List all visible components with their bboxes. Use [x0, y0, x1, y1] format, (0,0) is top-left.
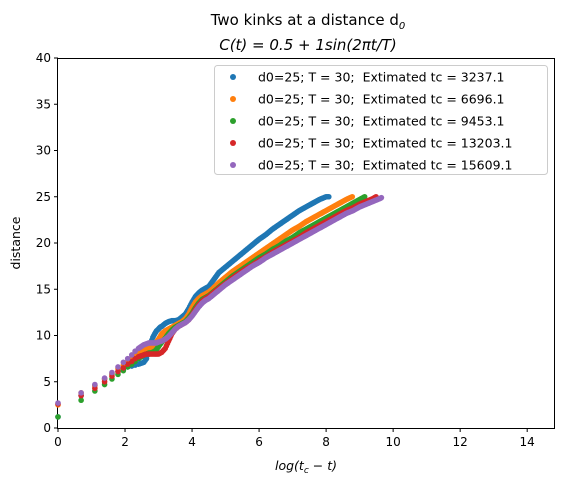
- y-tick-label: 35: [36, 97, 51, 111]
- x-tick-label: 10: [385, 435, 400, 449]
- data-point: [109, 370, 115, 376]
- data-point: [55, 400, 61, 406]
- legend-marker: [230, 74, 236, 80]
- y-tick-label: 15: [36, 282, 51, 296]
- y-tick-label: 30: [36, 144, 51, 158]
- data-point: [379, 195, 385, 201]
- data-point: [102, 375, 108, 381]
- legend: d0=25; T = 30; Extimated tc = 3237.1 d0=2…: [215, 66, 548, 175]
- y-tick-label: 5: [43, 375, 51, 389]
- x-tick-label: 2: [121, 435, 129, 449]
- data-point: [121, 365, 127, 371]
- x-tick-label: 0: [54, 435, 62, 449]
- y-tick-label: 10: [36, 329, 51, 343]
- legend-marker: [230, 118, 236, 124]
- y-tick-label: 25: [36, 190, 51, 204]
- legend-marker: [230, 96, 236, 102]
- legend-label: d0=25; T = 30; Extimated tc = 9453.1: [258, 114, 505, 129]
- data-point: [92, 382, 98, 388]
- legend-label: d0=25; T = 30; Extimated tc = 6696.1: [258, 92, 505, 107]
- data-point: [326, 194, 332, 200]
- x-tick-label: 14: [520, 435, 535, 449]
- legend-label: d0=25; T = 30; Extimated tc = 13203.1: [258, 136, 512, 151]
- x-tick-label: 12: [453, 435, 468, 449]
- chart-title-line2: C(t) = 0.5 + 1sin(2πt/T): [219, 36, 397, 54]
- x-tick-label: 8: [322, 435, 330, 449]
- data-point: [349, 194, 355, 200]
- x-tick-label: 4: [188, 435, 196, 449]
- y-axis-label: distance: [8, 216, 23, 269]
- data-point: [78, 390, 84, 396]
- data-point: [115, 364, 121, 370]
- y-tick-label: 0: [43, 421, 51, 435]
- data-point: [121, 360, 127, 366]
- legend-label: d0=25; T = 30; Extimated tc = 15609.1: [258, 158, 512, 173]
- legend-label: d0=25; T = 30; Extimated tc = 3237.1: [258, 70, 505, 85]
- legend-marker: [230, 140, 236, 146]
- chart-title-line1: Two kinks at a distance d0: [210, 11, 406, 32]
- data-point: [55, 414, 61, 420]
- y-tick-label: 40: [36, 51, 51, 65]
- y-tick-label: 20: [36, 236, 51, 250]
- legend-marker: [230, 162, 236, 168]
- x-tick-label: 6: [255, 435, 263, 449]
